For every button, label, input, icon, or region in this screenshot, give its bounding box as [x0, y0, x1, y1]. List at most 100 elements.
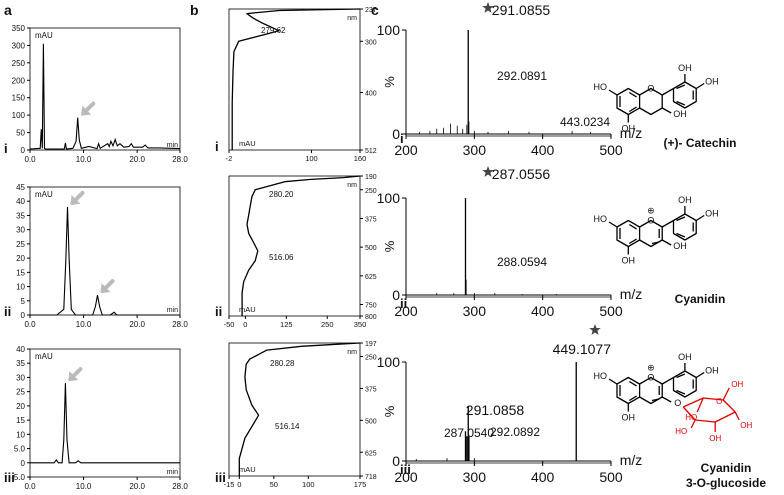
arrow-head	[100, 283, 111, 294]
y-tick-label: 300	[12, 41, 26, 50]
y-tick-label: 45	[16, 183, 25, 192]
y-tick-label: 625	[365, 450, 377, 457]
row-label-b-3: iii	[215, 470, 226, 485]
x-unit-label: m/z	[620, 452, 643, 468]
peak-wavelength-label: 516.06	[269, 253, 294, 262]
panel-letter-c: c	[371, 2, 379, 18]
x-unit-label: min	[167, 142, 178, 149]
y-tick-label: 750	[365, 303, 377, 310]
y-tick-label: 100	[12, 111, 26, 120]
y-tick-label: 237	[365, 7, 377, 14]
x-tick-label: -50	[224, 320, 235, 329]
x-tick-label: 200	[394, 142, 418, 158]
structure-cyanidin: O⊕ HO OH OH OH OH Cyanidin	[594, 195, 726, 306]
star-icon	[589, 324, 601, 335]
hydroxyl-label: OH	[622, 124, 636, 134]
glucose-hydroxyl-label: HO	[675, 427, 687, 436]
x-tick-label: 20.0	[129, 155, 145, 164]
plot-frame	[228, 342, 361, 477]
y-tick-label: 40	[16, 345, 25, 354]
x-tick-label: 10.0	[76, 320, 92, 329]
uv-chart-2: 190 250 375 500 625 750 800 -50 0 125 250 350 nm mAU 2…	[224, 174, 377, 329]
y-tick-label: 35	[16, 359, 25, 368]
y-unit-label: nm	[347, 182, 357, 189]
y-tick-label: 500	[365, 245, 377, 252]
y-tick-label: 100	[377, 22, 401, 38]
star-icon	[482, 2, 494, 13]
y-tick-label: 0	[392, 287, 400, 303]
bond	[696, 397, 704, 413]
x-tick-label: 400	[531, 142, 555, 158]
bond	[661, 239, 672, 246]
y-tick-label: 100	[377, 190, 401, 206]
plot-frame	[228, 175, 361, 317]
x-tick-label: 400	[531, 303, 555, 319]
y-tick-label: 0	[392, 453, 400, 469]
x-tick-label: 28.0	[172, 155, 188, 164]
plot-frame	[29, 27, 181, 151]
y-tick-label: 250	[12, 59, 26, 68]
plot-frame	[228, 8, 361, 151]
y-tick-label: 250	[365, 188, 377, 195]
y-unit-label: nm	[347, 15, 357, 22]
arrow-head	[81, 105, 92, 116]
chromatogram-trace	[30, 206, 180, 316]
glucose-hydroxyl-label: OH	[709, 434, 721, 443]
double-bond	[676, 100, 686, 106]
x-unit-label: mAU	[239, 139, 256, 148]
double-bond	[628, 395, 637, 402]
x-tick-label: -2	[226, 154, 233, 163]
x-unit-label: mAU	[239, 465, 256, 474]
hplc-chart-2: 0 5 10 15 20 25 30 35 40 45 0.0 10.0 20.0 28.0 mAU min	[16, 183, 188, 329]
y-tick-label: 0	[21, 459, 26, 468]
ring-c	[639, 376, 663, 405]
x-tick-label: 200	[394, 303, 418, 319]
glucose-hydroxyl-label: OH	[740, 421, 752, 430]
double-bond	[651, 241, 660, 245]
mz-peak-label: 449.1077	[553, 341, 612, 357]
double-bond	[676, 232, 686, 238]
glucose-hydroxyl-label: HO	[685, 413, 697, 422]
uv-chart-3: 197 250 375 500 625 718 -15 0 50 100 175 nm mAU 280.2…	[224, 341, 377, 489]
y-tick-label: 15	[16, 268, 25, 277]
double-bond	[628, 380, 637, 387]
x-tick-label: 300	[463, 303, 487, 319]
y-unit-label: %	[382, 405, 397, 417]
y-tick-label: 350	[12, 24, 26, 33]
row-label-c-3: iii	[400, 462, 411, 477]
x-tick-label: 28.0	[172, 482, 188, 491]
peak-wavelength-label: 280.28	[270, 359, 295, 368]
double-bond	[628, 223, 637, 230]
y-tick-label: 35	[16, 211, 25, 220]
arrow-head	[70, 194, 81, 205]
x-tick-label: 0	[243, 320, 247, 329]
y-tick-label: 300	[365, 39, 377, 46]
bond	[695, 214, 705, 222]
y-tick-label: 500	[365, 418, 377, 425]
hydroxyl-label: HO	[594, 82, 608, 92]
mz-peak-label: 287.0556	[492, 166, 551, 182]
y-tick-label: 718	[365, 474, 377, 481]
double-bond	[628, 106, 637, 113]
x-tick-label: 250	[321, 320, 334, 329]
y-tick-label: -5.0	[11, 473, 25, 482]
row-label-a-2: ii	[4, 304, 11, 319]
uv-chart-1: 237 300 400 512 -2 100 160 nm mAU 279.62	[226, 7, 377, 163]
uv-spectrum-trace	[238, 342, 361, 476]
x-tick-label: 100	[305, 154, 318, 163]
hydroxyl-label: OH	[622, 256, 636, 266]
y-unit-label: %	[382, 240, 397, 252]
hydroxyl-label: OH	[705, 209, 719, 219]
hydroxyl-label: OH	[673, 241, 687, 251]
peak-wavelength-label: 280.20	[269, 190, 294, 199]
hplc-chart-1: 0 50 100 150 200 250 300 350 0.0 10.0 20.0 28.0 mAU m…	[12, 24, 189, 164]
y-tick-label: 50	[16, 129, 25, 138]
row-label-a-3: iii	[4, 470, 15, 485]
y-tick-label: 25	[16, 388, 25, 397]
bond	[661, 219, 674, 228]
y-tick-label: 800	[365, 314, 377, 321]
glucose-hydroxyl-label: OH	[731, 380, 743, 389]
double-bond	[628, 238, 637, 245]
y-tick-label: 40	[16, 197, 25, 206]
y-tick-label: 250	[365, 355, 377, 362]
